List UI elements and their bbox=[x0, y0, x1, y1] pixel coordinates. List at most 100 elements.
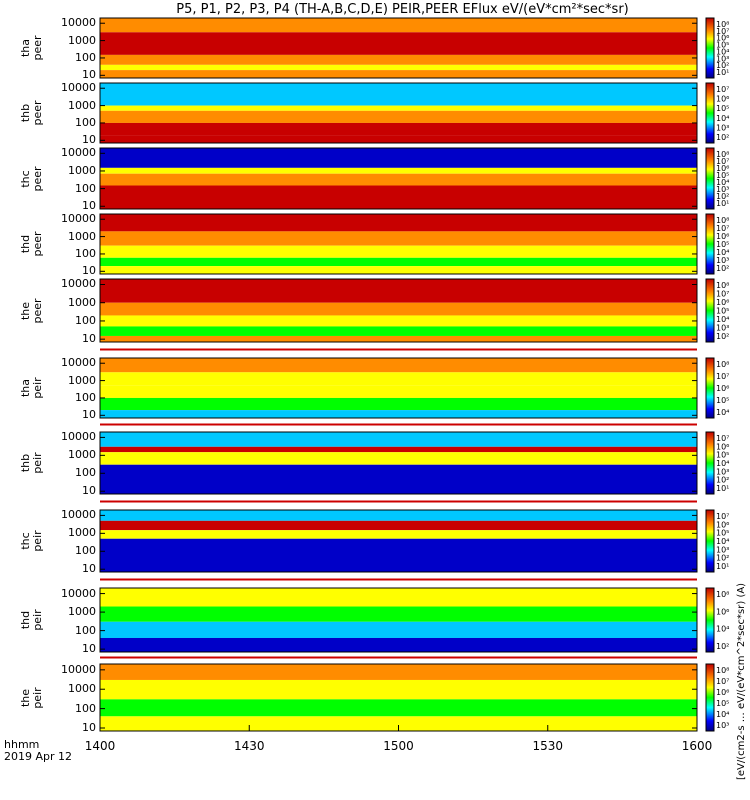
y-tick-label: 10000 bbox=[61, 146, 96, 160]
colorbar-tick-label: 10⁸ bbox=[716, 360, 729, 369]
panel-frame bbox=[99, 587, 698, 653]
panel-label: the peir bbox=[19, 684, 44, 712]
energy-band bbox=[100, 279, 697, 303]
y-tick-label: 10 bbox=[82, 199, 96, 213]
panel-species-label: peir bbox=[31, 452, 44, 474]
panel-label: thd peir bbox=[19, 606, 44, 634]
colorbar-tick-label: 10³ bbox=[716, 721, 729, 730]
energy-band bbox=[100, 410, 697, 418]
y-tick-label: 10000 bbox=[61, 430, 96, 444]
y-tick-label: 10000 bbox=[61, 662, 96, 676]
colorbar-tick-label: 10⁴ bbox=[716, 47, 729, 56]
y-tick-label: 10000 bbox=[61, 277, 96, 291]
panel-label: the peer bbox=[19, 297, 44, 325]
energy-band bbox=[100, 358, 697, 373]
energy-band bbox=[100, 621, 697, 638]
colorbar-tick-label: 10³ bbox=[716, 185, 729, 194]
y-tick-label: 10000 bbox=[61, 508, 96, 522]
colorbar-tick-label: 10⁵ bbox=[716, 699, 729, 708]
energy-band bbox=[100, 679, 697, 700]
panel-species-label: peer bbox=[31, 165, 44, 192]
colorbar-tick-label: 10² bbox=[716, 61, 729, 70]
colorbar-tick-label: 10⁶ bbox=[716, 442, 729, 451]
energy-band bbox=[100, 110, 697, 123]
energy-band bbox=[100, 70, 697, 78]
colorbar-tick-label: 10⁴ bbox=[716, 315, 729, 324]
panel-species-label: peir bbox=[31, 609, 44, 631]
chart-title: P5, P1, P2, P3, P4 (TH-A,B,C,D,E) PEIR,P… bbox=[176, 2, 629, 17]
colorbar-tick-label: 10⁴ bbox=[716, 408, 729, 417]
energy-band bbox=[100, 32, 697, 55]
colorbar-tick-label: 10⁴ bbox=[716, 248, 729, 257]
colorbar-tick-label: 10⁷ bbox=[716, 372, 729, 381]
panel-label: tha peer bbox=[19, 34, 44, 62]
panel-frame bbox=[99, 82, 698, 144]
y-tick-label: 100 bbox=[75, 115, 96, 129]
colorbar-tick-label: 10⁴ bbox=[716, 114, 729, 123]
y-tick-label: 100 bbox=[75, 466, 96, 480]
colorbar-tick-label: 10² bbox=[716, 476, 729, 485]
colorbar-title-text: [eV/(cm2-s … eV/(eV*cm^2*sec*sr) (A) bbox=[736, 582, 747, 780]
colorbar-tick-label: 10⁵ bbox=[716, 451, 729, 460]
y-tick-label: 10 bbox=[82, 264, 96, 278]
energy-band bbox=[100, 257, 697, 267]
colorbar-tick-label: 10⁵ bbox=[716, 529, 729, 538]
energy-band bbox=[100, 173, 697, 186]
panel-the-peir: 10⁸ 10⁷ 10⁶ 10⁵ 10⁴ 10³ bbox=[99, 663, 729, 732]
panel-frame bbox=[99, 147, 698, 210]
y-tick-label: 10 bbox=[82, 68, 96, 82]
colorbar-tick-label: 10⁶ bbox=[716, 95, 729, 104]
panel-frame bbox=[99, 278, 698, 343]
colorbar-title: [eV/(cm2-s … eV/(eV*cm^2*sec*sr) (A) bbox=[735, 20, 749, 780]
y-tick-label: 10000 bbox=[61, 81, 96, 95]
energy-band bbox=[100, 135, 697, 143]
energy-band bbox=[100, 54, 697, 65]
colorbar-tick-label: 10⁷ bbox=[716, 157, 729, 166]
y-tick-label: 10 bbox=[82, 133, 96, 147]
colorbar-tick-label: 10⁷ bbox=[716, 512, 729, 521]
colorbar-tick-label: 10⁸ bbox=[716, 20, 729, 29]
colorbar-tick-label: 10⁶ bbox=[716, 688, 729, 697]
colorbar bbox=[705, 509, 715, 573]
panel-frame bbox=[99, 431, 698, 495]
y-tick-label: 100 bbox=[75, 313, 96, 327]
x-tick-label: 1600 bbox=[681, 739, 713, 753]
colorbar bbox=[705, 431, 715, 495]
panel-species-label: peer bbox=[31, 100, 44, 126]
y-tick-label: 10 bbox=[82, 720, 96, 734]
colorbar-tick-label: 10³ bbox=[716, 467, 729, 476]
y-tick-label: 1000 bbox=[68, 526, 96, 540]
y-tick-label: 100 bbox=[75, 181, 96, 195]
colorbar-tick-label: 10² bbox=[716, 332, 729, 341]
colorbar-tick-label: 10² bbox=[716, 133, 729, 142]
energy-band bbox=[100, 397, 697, 411]
energy-band bbox=[100, 664, 697, 680]
y-tick-label: 10 bbox=[82, 484, 96, 498]
colorbar-tick-label: 10⁶ bbox=[716, 232, 729, 241]
y-tick-label: 10000 bbox=[61, 212, 96, 226]
energy-band bbox=[100, 83, 697, 106]
colorbar-tick-label: 10⁴ bbox=[716, 459, 729, 468]
y-tick-label: 1000 bbox=[68, 163, 96, 177]
colorbar-tick-label: 10¹ bbox=[716, 68, 729, 77]
colorbar-tick-label: 10⁶ bbox=[716, 607, 729, 616]
panel-label: thb peer bbox=[19, 99, 44, 127]
colorbar-tick-label: 10⁷ bbox=[716, 224, 729, 233]
y-tick-label: 1000 bbox=[68, 605, 96, 619]
energy-band bbox=[100, 105, 697, 111]
panel-species-label: peir bbox=[31, 686, 44, 709]
colorbar-tick-label: 10⁴ bbox=[716, 625, 729, 634]
colorbar-tick-label: 10⁶ bbox=[716, 164, 729, 173]
y-tick-label: 100 bbox=[75, 544, 96, 558]
colorbar-tick-label: 10² bbox=[716, 264, 729, 273]
time-legend-unit: hhmm bbox=[4, 738, 40, 751]
colorbar bbox=[705, 663, 715, 732]
panel-species-label: peer bbox=[31, 297, 44, 324]
y-tick-label: 10000 bbox=[61, 356, 96, 370]
y-tick-label: 100 bbox=[75, 246, 96, 260]
energy-band bbox=[100, 432, 697, 447]
energy-band bbox=[100, 538, 697, 572]
